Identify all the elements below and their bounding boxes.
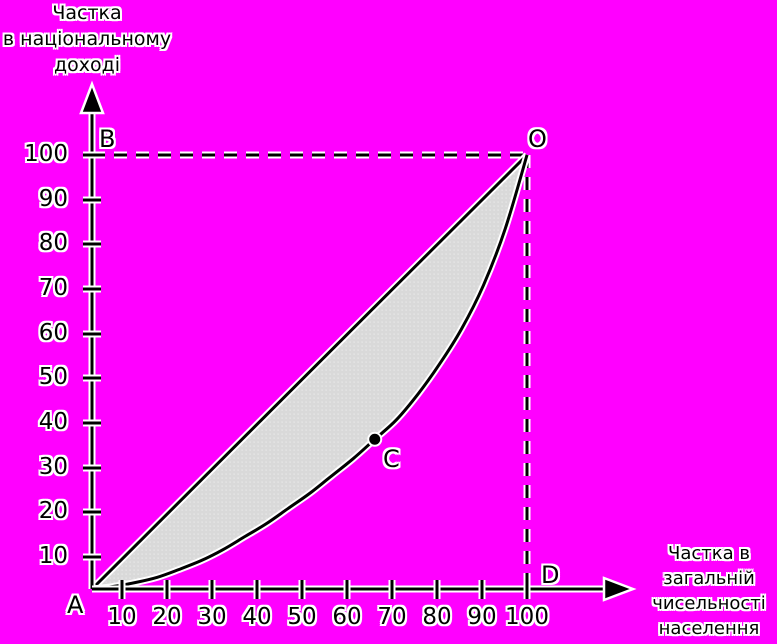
- y-tick-label-70: 70: [38, 275, 68, 301]
- y-tick-label-100: 100: [24, 141, 68, 167]
- x-axis-title-line: населення: [658, 618, 760, 639]
- x-tick-label-20: 20: [152, 604, 182, 630]
- y-tick-label-40: 40: [38, 409, 68, 435]
- lorenz-curve: [91, 154, 529, 591]
- y-tick-label-20: 20: [38, 498, 68, 524]
- point-label-A: A: [67, 591, 84, 619]
- axes: [79, 80, 637, 602]
- y-axis-title-line: Частка: [52, 2, 122, 24]
- chart-geometry: [89, 151, 531, 593]
- point-label-O: O: [528, 125, 547, 153]
- y-tick-label-60: 60: [38, 320, 68, 346]
- x-axis-title-line: загальній: [663, 568, 755, 589]
- x-tick-label-10: 10: [107, 604, 137, 630]
- line-of-equality: [90, 153, 529, 591]
- y-axis-title: Частка в національному доході: [0, 0, 174, 78]
- y-tick-label-90: 90: [38, 186, 68, 212]
- x-tick-label-30: 30: [197, 604, 227, 630]
- point-C-dot: [367, 431, 383, 447]
- y-tick-label-80: 80: [38, 230, 68, 256]
- point-label-D: D: [541, 561, 560, 589]
- x-tick-label-100: 100: [505, 604, 549, 630]
- x-tick-label-60: 60: [332, 604, 362, 630]
- x-axis-title-line: Частка в: [668, 543, 750, 564]
- y-axis-title-line: в національному: [2, 28, 172, 50]
- x-axis-title-line: чисельності: [652, 593, 766, 614]
- point-label-B: B: [99, 125, 116, 153]
- x-axis-title: Частка в загальній чисельності населення: [643, 541, 775, 641]
- x-tick-label-40: 40: [242, 604, 272, 630]
- y-axis-title-line: доході: [53, 54, 121, 76]
- x-tick-label-50: 50: [287, 604, 317, 630]
- y-tick-label-10: 10: [38, 543, 68, 569]
- x-tick-label-80: 80: [422, 604, 452, 630]
- x-tick-label-70: 70: [377, 604, 407, 630]
- y-tick-label-30: 30: [38, 454, 68, 480]
- x-axis-arrowhead: [602, 576, 637, 602]
- x-tick-label-90: 90: [467, 604, 497, 630]
- y-tick-label-50: 50: [38, 364, 68, 390]
- y-axis-arrowhead: [79, 80, 105, 115]
- point-label-C: C: [383, 445, 400, 473]
